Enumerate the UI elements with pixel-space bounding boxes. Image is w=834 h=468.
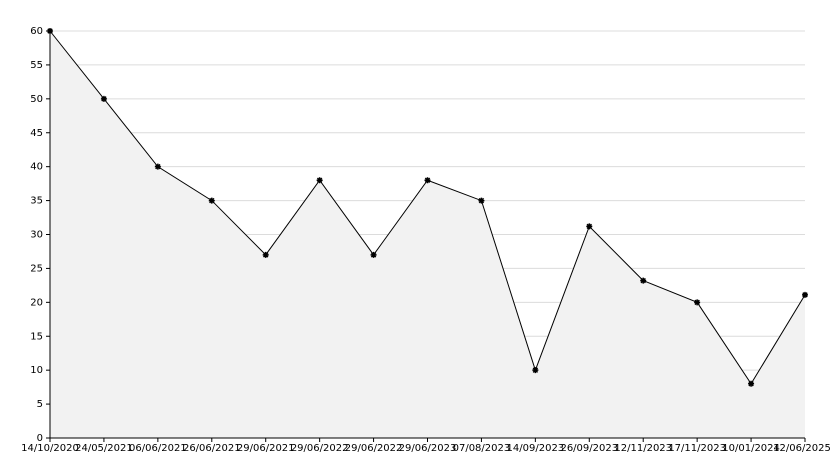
- x-tick-label: 24/05/2021: [75, 443, 133, 454]
- marker: [424, 177, 431, 184]
- y-tick-label: 5: [37, 399, 43, 410]
- marker: [802, 291, 808, 298]
- y-tick-label: 15: [30, 331, 43, 342]
- y-tick-label: 10: [30, 365, 43, 376]
- x-tick-label: 17/11/2023: [668, 443, 726, 454]
- y-tick-label: 30: [30, 230, 43, 241]
- y-tick-label: 60: [30, 26, 43, 37]
- y-tick-label: 35: [30, 196, 43, 207]
- x-tick-label: 12/06/2025: [773, 443, 831, 454]
- x-tick-label: 07/08/2023: [453, 443, 511, 454]
- x-tick-label: 29/06/2022: [345, 443, 403, 454]
- marker: [532, 367, 539, 374]
- x-tick-label: 29/06/2023: [399, 443, 457, 454]
- marker: [316, 177, 323, 184]
- y-tick-label: 45: [30, 128, 43, 139]
- x-tick-label: 26/06/2021: [183, 443, 241, 454]
- marker: [640, 277, 647, 284]
- marker: [694, 299, 701, 306]
- marker: [100, 95, 107, 102]
- marker: [478, 197, 485, 204]
- x-tick-label: 12/11/2023: [614, 443, 672, 454]
- y-tick-label: 25: [30, 263, 43, 274]
- marker: [586, 223, 593, 230]
- marker: [748, 380, 755, 387]
- area: [50, 31, 805, 438]
- y-tick-label: 40: [30, 162, 43, 173]
- y-tick-label: 0: [37, 433, 43, 444]
- x-tick-label: 26/09/2023: [560, 443, 618, 454]
- x-tick-label: 14/10/2020: [21, 443, 79, 454]
- x-tick-label: 29/06/2022: [291, 443, 349, 454]
- marker: [208, 197, 215, 204]
- y-tick-label: 50: [30, 94, 43, 105]
- y-tick-label: 55: [30, 60, 43, 71]
- x-tick-label: 14/09/2023: [507, 443, 565, 454]
- x-tick-label: 06/06/2021: [129, 443, 187, 454]
- y-tick-label: 20: [30, 297, 43, 308]
- x-tick-label: 29/06/2021: [237, 443, 295, 454]
- marker: [154, 163, 161, 170]
- marker: [262, 251, 269, 258]
- marker: [370, 251, 377, 258]
- x-tick-label: 10/01/2024: [722, 443, 780, 454]
